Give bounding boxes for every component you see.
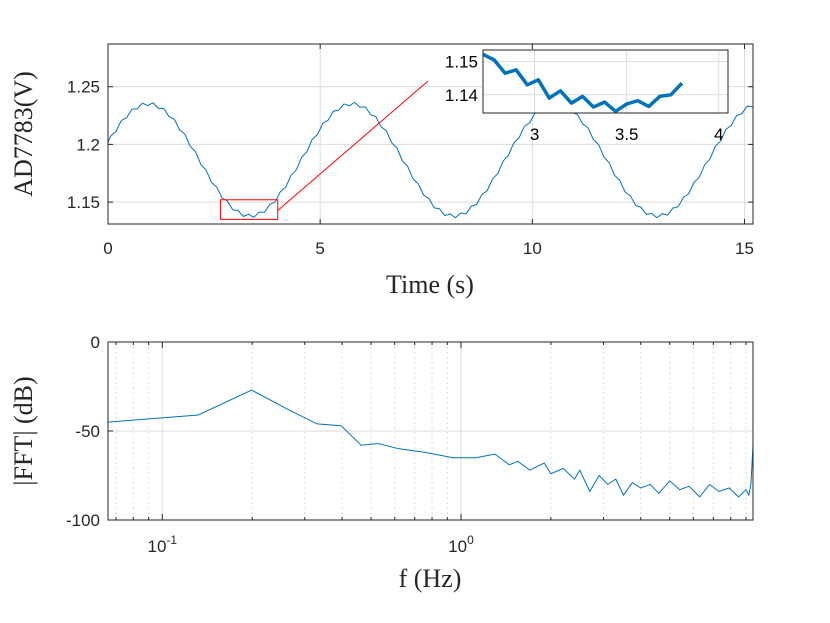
- inset-ytick-label: 1.14: [445, 86, 478, 105]
- fft-xtick-label: 100: [448, 533, 474, 556]
- time-ytick-label: 1.25: [67, 78, 100, 97]
- inset-xtick-label: 3: [530, 125, 539, 144]
- fft-xtick-exponent: 0: [467, 533, 474, 547]
- time-series-line: [107, 101, 753, 219]
- fft-xlabel-var: f: [399, 564, 408, 593]
- fft-xlabel-unit: (Hz): [407, 564, 461, 593]
- zoom-inset-frame: [482, 49, 729, 114]
- time-ytick-label: 1.15: [67, 193, 100, 212]
- time-plot-frame: [107, 43, 754, 225]
- zoom-inset-grid: [483, 50, 728, 113]
- time-plot-ticks: 0 5 10 15 1.15 1.2 1.25: [67, 44, 754, 258]
- fft-plot-ylabel: |FFT| (dB): [9, 376, 38, 485]
- zoom-box: [219, 199, 279, 220]
- fft-ytick-label: -100: [66, 511, 100, 530]
- zoom-inset-ticks: 3 3.5 4 1.14 1.15: [445, 53, 724, 144]
- inset-ytick-label: 1.15: [445, 53, 478, 72]
- fft-xtick-label: 10-1: [147, 533, 177, 556]
- zoom-indicator: [219, 80, 429, 220]
- time-plot-ylabel: AD7783(V): [9, 71, 38, 197]
- time-plot-xlabel: Time (s): [386, 270, 474, 299]
- fft-plot-xlabel: f (Hz): [399, 564, 462, 593]
- inset-series-line: [482, 52, 684, 114]
- inset-xtick-label: 3.5: [615, 125, 639, 144]
- time-ytick-label: 1.2: [76, 135, 100, 154]
- time-xtick-label: 0: [103, 239, 112, 258]
- time-plot-series: [107, 101, 753, 219]
- fft-ytick-label: -50: [75, 422, 100, 441]
- fft-xtick-exponent: -1: [166, 533, 177, 547]
- zoom-connector-line: [277, 80, 429, 211]
- fft-plot-series: [107, 389, 754, 498]
- fft-xtick-base: 10: [448, 537, 467, 556]
- time-xtick-label: 15: [735, 239, 754, 258]
- time-xtick-label: 5: [315, 239, 324, 258]
- zoom-inset-series: [482, 52, 684, 114]
- fft-xtick-base: 10: [147, 537, 166, 556]
- time-xtick-label: 10: [523, 239, 542, 258]
- zoom-inset: 3 3.5 4 1.14 1.15: [445, 49, 729, 144]
- fft-ytick-label: 0: [91, 333, 100, 352]
- fft-series-line: [107, 389, 754, 498]
- inset-xtick-label: 4: [714, 125, 723, 144]
